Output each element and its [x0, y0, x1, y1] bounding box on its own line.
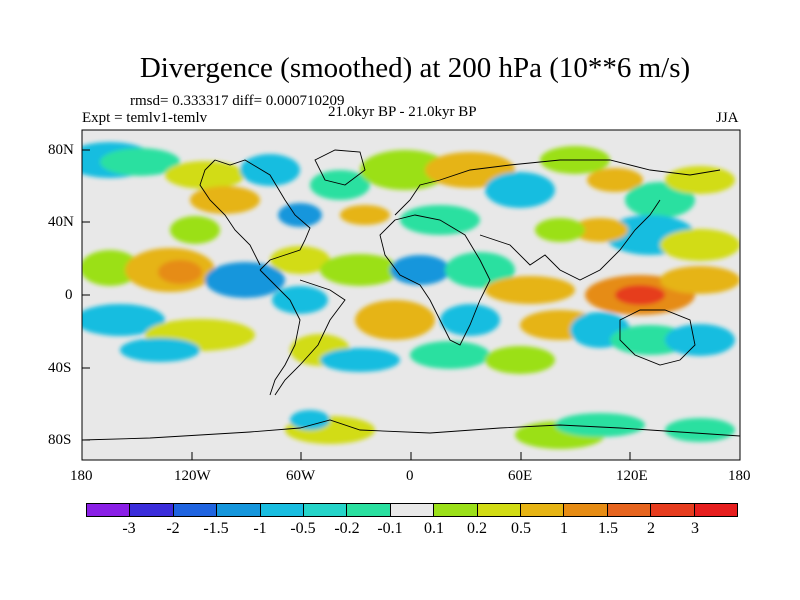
colorbar-label: -0.5	[290, 520, 316, 537]
colorbar-label: -2	[166, 520, 180, 537]
field-blob	[165, 161, 245, 189]
colorbar-label: 3	[691, 520, 699, 537]
colorbar-label: -0.2	[334, 520, 360, 537]
colorbar-label: -1	[253, 520, 267, 537]
colorbar-swatch	[172, 504, 217, 516]
colorbar-swatch	[87, 504, 130, 516]
field-blob	[665, 166, 735, 194]
greenland-coast	[314, 149, 366, 186]
colorbar-label: 2	[647, 520, 655, 537]
colorbar-swatch	[520, 504, 564, 516]
colorbar-swatch	[433, 504, 477, 516]
field-blob	[170, 216, 220, 244]
eurasia-north-coast	[394, 159, 721, 216]
field-blob	[205, 262, 285, 298]
colorbar-swatch	[346, 504, 390, 516]
field-blob	[660, 266, 740, 294]
field-blob	[355, 300, 435, 340]
africa-coast	[379, 214, 491, 346]
field-blob	[390, 255, 450, 285]
field-blob	[440, 304, 500, 336]
period-label: 21.0kyr BP - 21.0kyr BP	[328, 104, 477, 120]
field-blob	[660, 229, 740, 261]
plot-title: Divergence (smoothed) at 200 hPa (10**6 …	[139, 52, 691, 84]
asia-south-coast	[479, 199, 661, 281]
field-blob	[410, 341, 490, 369]
north-america-west-coast	[199, 159, 261, 266]
field-blob	[120, 338, 200, 362]
colorbar-swatch	[476, 504, 521, 516]
antarctica-coast	[82, 419, 740, 441]
field-blob	[278, 203, 322, 227]
field-blob	[360, 150, 450, 190]
colorbar-swatch	[563, 504, 607, 516]
field-blob	[100, 148, 180, 176]
lon-tick-label: 120E	[616, 468, 648, 484]
field-blob	[82, 250, 140, 286]
colorbar	[86, 503, 738, 517]
field-blob	[485, 172, 555, 208]
lon-tick-label: 0	[406, 468, 414, 484]
colorbar-label: -0.1	[377, 520, 403, 537]
colorbar-label: 0.1	[424, 520, 444, 537]
field-blob	[485, 346, 555, 374]
lat-tick-label: 0	[65, 287, 73, 303]
stats-text: rmsd= 0.333317 diff= 0.000710209	[130, 93, 345, 109]
colorbar-swatch	[259, 504, 304, 516]
field-blob	[587, 168, 643, 192]
field-blob	[665, 324, 735, 356]
field-blob	[190, 186, 260, 214]
colorbar-swatch	[606, 504, 651, 516]
lon-tick-label: 120W	[174, 468, 211, 484]
lon-tick-label: 180	[728, 468, 751, 484]
colorbar-label: -3	[122, 520, 136, 537]
field-blob	[272, 286, 328, 314]
lon-tick-label: 180	[70, 468, 93, 484]
lat-tick-label: 40N	[48, 214, 74, 230]
colorbar-swatch	[693, 504, 738, 516]
field-blob	[535, 218, 585, 242]
field-blob	[158, 260, 202, 284]
field-blob	[615, 285, 665, 305]
season-label: JJA	[716, 110, 739, 126]
lon-tick-label: 60W	[286, 468, 316, 484]
field-blob	[270, 246, 330, 274]
lon-tick-label: 60E	[508, 468, 533, 484]
colorbar-labels: -3 -2 -1.5 -1 -0.5 -0.2 -0.1 0.1 0.2 0.5…	[86, 520, 738, 542]
australia-coast	[619, 309, 696, 366]
colorbar-label: 1.5	[598, 520, 618, 537]
axis-ticks	[82, 149, 631, 460]
south-america-west-coast	[259, 269, 301, 396]
lat-tick-label: 40S	[48, 360, 72, 376]
field-blob	[320, 348, 400, 372]
colorbar-swatch	[129, 504, 173, 516]
field-blob	[555, 413, 645, 437]
field-blob	[240, 154, 300, 186]
field-blob	[320, 254, 400, 286]
colorbar-swatch	[216, 504, 260, 516]
field-blob	[310, 170, 370, 200]
field-blob	[665, 418, 735, 442]
field-blob	[340, 205, 390, 225]
field-blob	[82, 304, 165, 336]
colorbar-swatch	[389, 504, 434, 516]
colorbar-swatch	[303, 504, 347, 516]
field-blob	[445, 252, 515, 288]
lat-tick-label: 80N	[48, 142, 74, 158]
experiment-label: Expt = temlv1-temlv	[82, 110, 208, 126]
colorbar-label: 0.5	[511, 520, 531, 537]
colorbar-label: 1	[560, 520, 568, 537]
field-blob	[290, 410, 330, 430]
lat-tick-label: 80S	[48, 432, 72, 448]
divergence-field	[82, 142, 740, 449]
colorbar-swatch	[650, 504, 694, 516]
south-america-east-coast	[274, 279, 346, 396]
colorbar-label: -1.5	[203, 520, 229, 537]
colorbar-label: 0.2	[467, 520, 487, 537]
field-blob	[485, 276, 575, 304]
field-blob	[572, 218, 628, 242]
coastlines	[82, 149, 740, 441]
north-america-coast	[214, 159, 311, 271]
